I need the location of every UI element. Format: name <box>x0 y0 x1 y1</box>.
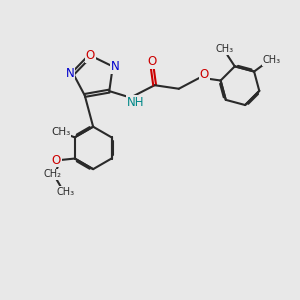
Text: CH₃: CH₃ <box>57 187 75 197</box>
Text: N: N <box>66 67 74 80</box>
Text: CH₃: CH₃ <box>263 56 281 65</box>
Text: CH₃: CH₃ <box>51 127 70 137</box>
Text: O: O <box>86 49 95 62</box>
Text: NH: NH <box>127 96 145 110</box>
Text: CH₃: CH₃ <box>215 44 233 54</box>
Text: CH₂: CH₂ <box>44 169 62 179</box>
Text: O: O <box>200 68 209 80</box>
Text: O: O <box>148 55 157 68</box>
Text: O: O <box>52 154 61 166</box>
Text: N: N <box>111 60 120 73</box>
